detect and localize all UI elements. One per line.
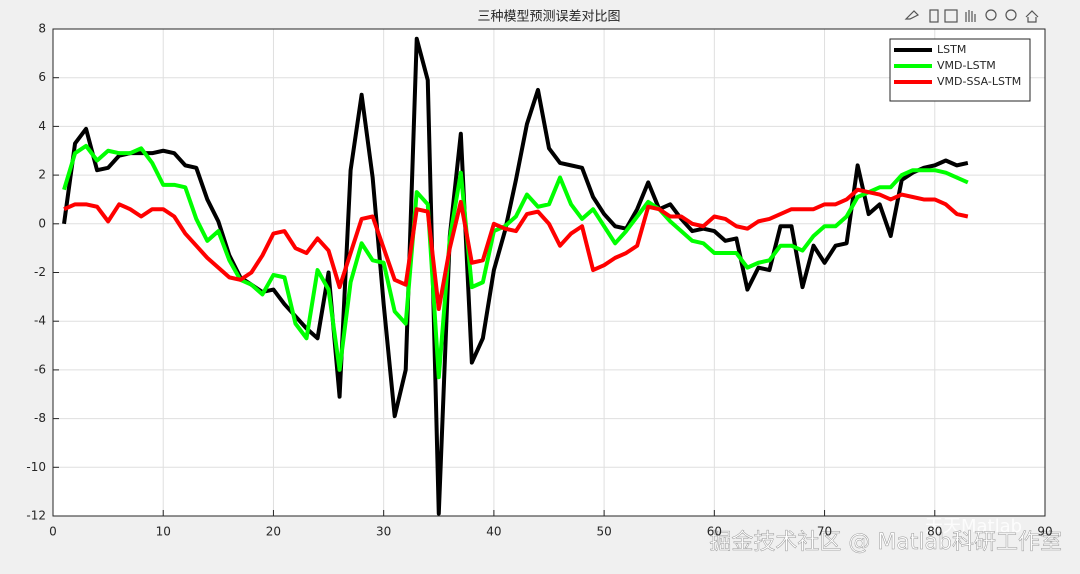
- toolbar-icon[interactable]: [904, 10, 920, 20]
- x-tick-label: 20: [266, 525, 281, 539]
- toolbar-icon[interactable]: [1025, 10, 1039, 23]
- x-tick-label: 70: [817, 525, 832, 539]
- toolbar-icon[interactable]: [1005, 9, 1017, 21]
- legend: LSTM VMD-LSTM VMD-SSA-LSTM: [889, 38, 1031, 102]
- y-tick-label: 8: [38, 22, 46, 36]
- y-tick-label: 2: [38, 168, 46, 182]
- series-line: [62, 143, 969, 380]
- legend-label: VMD-SSA-LSTM: [937, 75, 1021, 88]
- y-tick-label: 0: [38, 216, 46, 230]
- series-line: [63, 187, 969, 312]
- x-tick-label: 40: [486, 525, 501, 539]
- series-line: [62, 36, 969, 516]
- x-tick-label: 90: [1037, 525, 1052, 539]
- x-tick-label: 50: [596, 525, 611, 539]
- toolbar[interactable]: [904, 9, 1039, 23]
- x-tick-label: 0: [49, 525, 57, 539]
- y-tick-label: -8: [34, 411, 46, 425]
- toolbar-icon[interactable]: [985, 9, 997, 21]
- chart-title: 三种模型预测误差对比图: [477, 10, 620, 25]
- watermark: 掘金技术社区 @ Matlab科研工作室: [709, 530, 1062, 555]
- toolbar-icon[interactable]: [965, 10, 976, 22]
- x-tick-label: 10: [156, 525, 171, 539]
- toolbar-icon[interactable]: [944, 9, 958, 23]
- watermark-logo: 天天Matlab: [925, 516, 1022, 537]
- y-tick-label: -12: [26, 509, 46, 523]
- legend-label: LSTM: [937, 43, 966, 56]
- x-tick-label: 30: [376, 525, 391, 539]
- y-tick-label: 4: [38, 119, 46, 133]
- toolbar-icon[interactable]: [929, 9, 939, 23]
- lines: [62, 36, 969, 516]
- x-tick-label: 80: [927, 525, 942, 539]
- y-tick-label: -2: [34, 265, 46, 279]
- legend-label: VMD-LSTM: [937, 59, 996, 72]
- y-tick-label: -10: [26, 460, 46, 474]
- x-tick-label: 60: [707, 525, 722, 539]
- y-tick-label: 6: [38, 70, 46, 84]
- axes-box: [52, 28, 1046, 517]
- y-tick-label: -6: [34, 362, 46, 376]
- y-tick-label: -4: [34, 314, 46, 328]
